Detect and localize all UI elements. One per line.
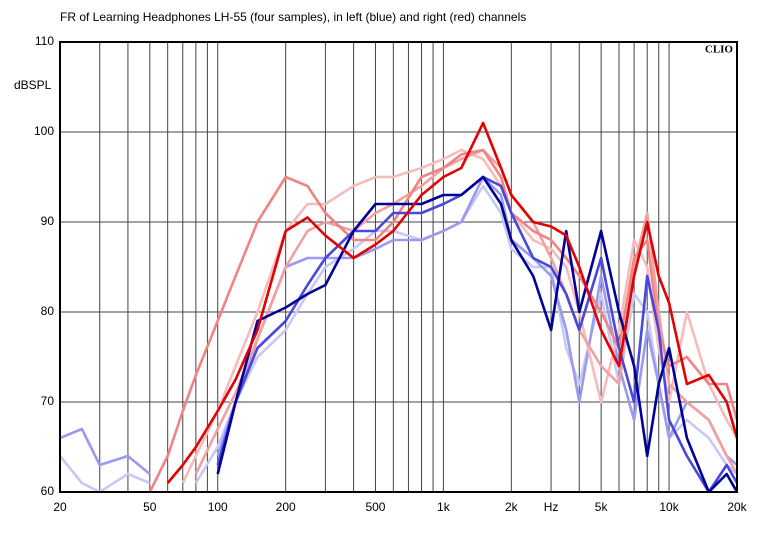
- y-tick-label: 110: [35, 34, 54, 48]
- y-tick-label: 60: [41, 484, 55, 498]
- x-tick-label: Hz: [544, 500, 559, 514]
- x-tick-label: 20k: [727, 500, 747, 514]
- response-line: [216, 175, 737, 492]
- x-tick-label: 5k: [595, 500, 609, 514]
- x-tick-label: 20: [53, 500, 67, 514]
- x-tick-label: 200: [276, 500, 296, 514]
- response-line: [216, 175, 737, 492]
- y-tick-label: 90: [41, 214, 55, 228]
- x-tick-label: 10k: [659, 500, 679, 514]
- y-axis-label: dBSPL: [14, 78, 52, 92]
- y-tick-label: 80: [41, 304, 55, 318]
- x-tick-label: 100: [208, 500, 228, 514]
- x-tick-label: 50: [143, 500, 157, 514]
- x-tick-label: 1k: [437, 500, 451, 514]
- chart-title: FR of Learning Headphones LH-55 (four sa…: [60, 10, 526, 24]
- x-tick-label: 500: [365, 500, 385, 514]
- annotation: CLIO: [705, 44, 734, 56]
- plot-area: [60, 121, 737, 492]
- plot-frame: [59, 41, 738, 493]
- x-tick-label: 2k: [505, 500, 519, 514]
- response-line: [166, 121, 737, 484]
- response-line: [60, 184, 737, 492]
- y-tick-label: 100: [34, 124, 54, 138]
- y-tick-label: 70: [41, 394, 55, 408]
- response-line: [148, 148, 737, 492]
